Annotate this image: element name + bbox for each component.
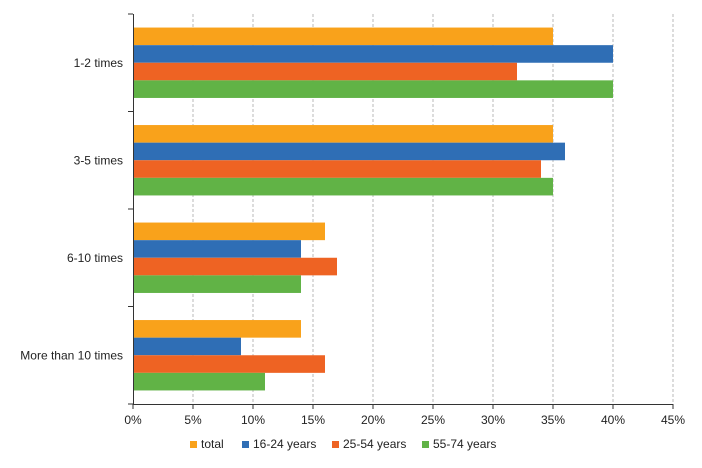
legend-swatch-3 (422, 441, 429, 448)
x-tick-label-0: 0% (124, 413, 142, 427)
x-tick-label-5: 5% (184, 413, 202, 427)
legend-swatch-2 (332, 441, 339, 448)
bar-55-74-years-2 (133, 275, 301, 293)
bar-25-54-years-0 (133, 62, 517, 81)
legend-swatch-1 (242, 441, 249, 448)
y-tick-label-3: More than 10 times (20, 348, 123, 362)
bar-55-74-years-1 (133, 177, 553, 196)
bar-total-3 (133, 320, 301, 338)
legend-label-0: total (201, 437, 224, 451)
x-tick-label-10: 10% (241, 413, 265, 427)
y-tick-label-0: 1-2 times (74, 56, 123, 70)
x-tick-label-20: 20% (361, 413, 385, 427)
bar-25-54-years-3 (133, 355, 325, 373)
y-tick-label-1: 3-5 times (74, 153, 123, 167)
legend-label-2: 25-54 years (343, 437, 406, 451)
bar-55-74-years-3 (133, 372, 265, 391)
axes (128, 13, 674, 409)
x-tick-labels: 0% 5% 10% 15% 20% 25% 30% 35% 40% 45% (124, 413, 685, 427)
x-tick-label-30: 30% (481, 413, 505, 427)
legend-label-3: 55-74 years (433, 437, 496, 451)
x-tick-label-35: 35% (541, 413, 565, 427)
bar-total-2 (133, 222, 325, 241)
bar-55-74-years-0 (133, 80, 613, 98)
x-tick-label-15: 15% (301, 413, 325, 427)
x-tick-label-25: 25% (421, 413, 445, 427)
bar-total-1 (133, 125, 553, 143)
y-tick-label-2: 6-10 times (67, 251, 123, 265)
bar-16-24-years-0 (133, 45, 613, 63)
legend-label-1: 16-24 years (253, 437, 316, 451)
x-tick-label-40: 40% (601, 413, 625, 427)
bar-25-54-years-1 (133, 160, 541, 178)
legend: total 16-24 years 25-54 years 55-74 years (190, 437, 496, 451)
bar-16-24-years-2 (133, 240, 301, 258)
bar-25-54-years-2 (133, 257, 337, 276)
legend-swatch-0 (190, 441, 197, 448)
bar-16-24-years-1 (133, 142, 565, 161)
bar-16-24-years-3 (133, 337, 241, 356)
bars (133, 27, 613, 391)
x-tick-label-45: 45% (661, 413, 685, 427)
bar-total-0 (133, 27, 553, 46)
y-tick-labels: 1-2 times 3-5 times 6-10 times More than 10… (20, 56, 123, 363)
